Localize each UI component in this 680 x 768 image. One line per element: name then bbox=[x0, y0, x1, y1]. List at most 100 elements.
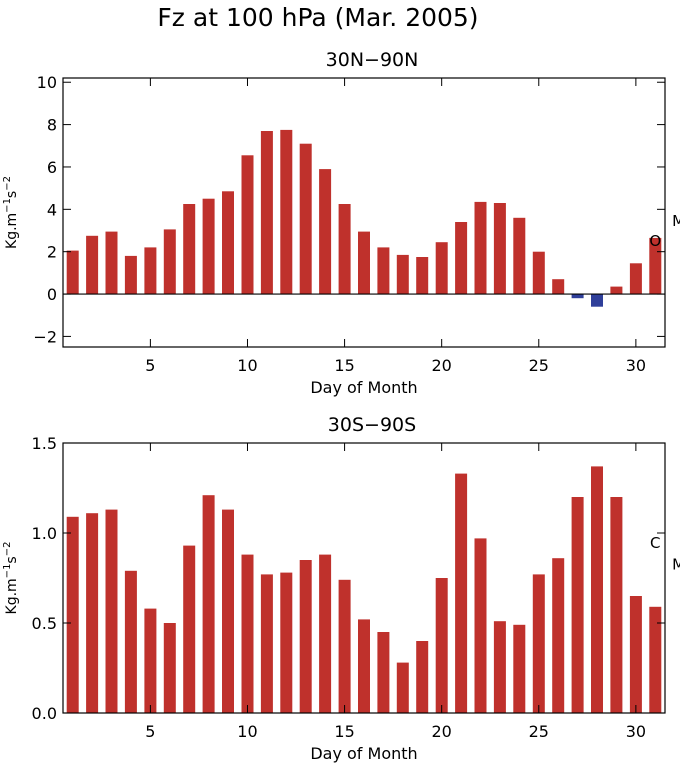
south-bar-day-21 bbox=[455, 473, 468, 713]
south-ylabel-exp2: −2 bbox=[2, 542, 13, 557]
north-xtick-label: 30 bbox=[626, 356, 646, 375]
north-bar-day-5 bbox=[144, 247, 157, 294]
south-bar-day-10 bbox=[241, 554, 254, 713]
south-plot-frame bbox=[62, 442, 666, 714]
north-xtick-label: 15 bbox=[334, 356, 354, 375]
south-bar-day-4 bbox=[124, 570, 137, 713]
south-bar-day-20 bbox=[435, 578, 448, 713]
north-bar-day-20 bbox=[435, 242, 448, 295]
north-bar-day-28 bbox=[591, 294, 603, 307]
south-bar-day-11 bbox=[260, 574, 273, 713]
south-bar-day-13 bbox=[299, 560, 312, 713]
north-bar-day-16 bbox=[358, 231, 370, 295]
north-bar-day-10 bbox=[241, 155, 254, 294]
north-bar-day-15 bbox=[338, 204, 351, 294]
south-xtick-label: 25 bbox=[529, 722, 549, 741]
panel-north: −2 0 2 4 6 8 10 5 10 15 20 25 30 30N−90N Day of Month K… bbox=[2, 49, 680, 397]
north-bar-day-6 bbox=[163, 229, 176, 294]
south-bar-day-17 bbox=[377, 632, 390, 713]
north-bar-day-13 bbox=[299, 143, 312, 295]
south-bar-day-26 bbox=[552, 558, 565, 713]
north-bar-day-29 bbox=[610, 286, 623, 294]
north-xtick-label: 20 bbox=[431, 356, 451, 375]
north-plot-frame bbox=[62, 77, 666, 348]
north-annotation: M bbox=[672, 212, 680, 230]
north-annotation: O bbox=[649, 232, 661, 250]
south-bar-day-1 bbox=[66, 516, 79, 713]
panel-south: 0.0 0.5 1.0 1.5 5 10 15 20 25 30 30S−90S Day of Mon… bbox=[2, 414, 680, 763]
south-bar-day-14 bbox=[319, 554, 332, 713]
north-ytick-label: 8 bbox=[47, 116, 57, 135]
south-bar-day-24 bbox=[513, 624, 526, 713]
north-ylabel-exp1: −1 bbox=[2, 198, 13, 213]
south-bar-day-23 bbox=[493, 621, 506, 713]
south-ylabel-mid: s bbox=[4, 556, 20, 563]
north-bar-day-27 bbox=[571, 294, 584, 299]
north-bar-day-30 bbox=[629, 263, 642, 294]
south-xtick-label: 20 bbox=[431, 722, 451, 741]
south-xtick-label: 15 bbox=[334, 722, 354, 741]
north-ytick-label: 0 bbox=[47, 285, 57, 304]
north-xtick-label: 5 bbox=[145, 356, 155, 375]
north-bar-day-12 bbox=[280, 129, 293, 295]
north-ytick-label: 6 bbox=[47, 158, 57, 177]
north-bar-day-23 bbox=[493, 203, 506, 295]
south-bar-day-27 bbox=[571, 497, 584, 713]
south-xtick-label: 5 bbox=[145, 722, 155, 741]
south-bar-day-2 bbox=[86, 513, 99, 713]
south-bar-day-15 bbox=[338, 579, 351, 713]
north-bar-day-17 bbox=[377, 247, 390, 294]
south-bar-day-6 bbox=[163, 623, 176, 713]
south-annotation: M bbox=[672, 556, 680, 574]
north-bar-day-18 bbox=[396, 254, 409, 295]
south-bar-day-30 bbox=[629, 596, 642, 713]
north-bar-day-25 bbox=[532, 251, 545, 295]
north-ylabel: Kg.m−1s−2 bbox=[2, 176, 20, 249]
north-bar-day-21 bbox=[455, 222, 468, 294]
south-xtick-label: 30 bbox=[626, 722, 646, 741]
south-ylabel-exp1: −1 bbox=[2, 564, 13, 579]
north-bar-day-1 bbox=[66, 250, 79, 294]
north-ylabel-exp2: −2 bbox=[2, 176, 13, 191]
south-panel-title: 30S−90S bbox=[328, 414, 416, 436]
north-ylabel-mid: s bbox=[4, 191, 20, 198]
south-bar-day-29 bbox=[610, 497, 623, 713]
north-xlabel: Day of Month bbox=[310, 378, 417, 397]
south-bar-day-28 bbox=[591, 466, 603, 713]
north-panel-title: 30N−90N bbox=[326, 49, 419, 71]
south-xtick-label: 10 bbox=[237, 722, 257, 741]
south-bar-day-31 bbox=[649, 606, 662, 713]
south-bar-day-5 bbox=[144, 608, 157, 713]
south-ytick-label: 1.5 bbox=[32, 434, 57, 453]
north-bar-day-19 bbox=[416, 257, 429, 295]
north-bar-day-8 bbox=[202, 198, 215, 294]
north-bar-day-7 bbox=[183, 204, 196, 294]
south-ylabel: Kg.m−1s−2 bbox=[2, 542, 20, 615]
south-ytick-label: 0.5 bbox=[32, 614, 57, 633]
south-bar-day-22 bbox=[474, 538, 487, 713]
north-xtick-label: 25 bbox=[529, 356, 549, 375]
south-bar-day-9 bbox=[222, 509, 234, 713]
north-bar-day-24 bbox=[513, 217, 526, 295]
north-xtick-label: 10 bbox=[237, 356, 257, 375]
south-ytick-label: 1.0 bbox=[32, 524, 57, 543]
north-bar-day-26 bbox=[552, 279, 565, 294]
south-bar-day-8 bbox=[202, 495, 215, 713]
south-bar-day-7 bbox=[183, 545, 196, 713]
north-bar-day-22 bbox=[474, 201, 487, 294]
north-ytick-label: 2 bbox=[47, 243, 57, 262]
south-ylabel-base: Kg.m bbox=[4, 578, 20, 614]
north-ytick-label: 4 bbox=[47, 200, 57, 219]
north-bar-day-2 bbox=[86, 235, 99, 294]
south-bar-day-18 bbox=[396, 662, 409, 713]
south-ytick-label: 0.0 bbox=[32, 704, 57, 723]
south-xlabel: Day of Month bbox=[310, 744, 417, 763]
north-bar-day-3 bbox=[105, 231, 118, 295]
north-ytick-label: −2 bbox=[33, 327, 57, 346]
north-bar-day-4 bbox=[124, 255, 137, 294]
north-ylabel-base: Kg.m bbox=[4, 213, 20, 249]
south-bar-day-16 bbox=[358, 619, 370, 713]
figure-title: Fz at 100 hPa (Mar. 2005) bbox=[157, 3, 478, 32]
